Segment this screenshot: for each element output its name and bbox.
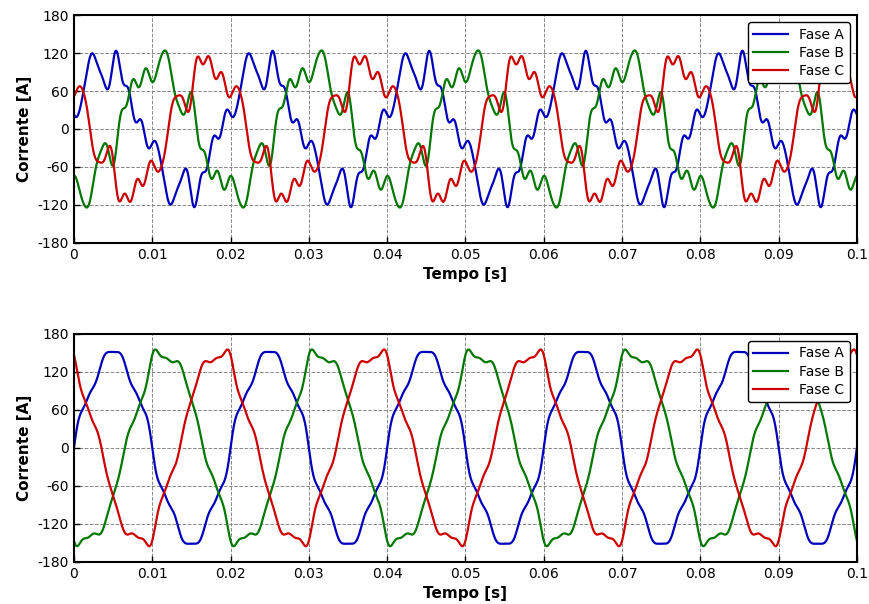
Fase C: [451, 536, 461, 543]
Fase B: [69, 537, 79, 544]
Fase C: [69, 352, 79, 359]
Fase B: [116, 464, 126, 472]
Fase A: [574, 349, 584, 356]
Fase A: [851, 444, 861, 451]
Fase A: [222, 465, 232, 472]
Fase C: [116, 518, 126, 525]
Fase B: [809, 390, 819, 397]
Y-axis label: Corrente [A]: Corrente [A]: [17, 395, 32, 501]
Fase A: [222, 106, 232, 113]
Line: Fase B: Fase B: [74, 350, 856, 546]
Fase B: [851, 537, 861, 544]
Fase B: [238, 204, 249, 211]
Fase C: [143, 542, 154, 550]
Fase A: [69, 111, 79, 118]
Fase B: [116, 110, 126, 117]
Fase C: [72, 85, 83, 92]
Fase B: [222, 522, 232, 529]
Fase B: [160, 47, 170, 54]
Fase A: [451, 125, 461, 132]
Legend: Fase A, Fase B, Fase C: Fase A, Fase B, Fase C: [747, 22, 849, 83]
Fase A: [809, 177, 819, 184]
X-axis label: Tempo [s]: Tempo [s]: [423, 586, 507, 601]
Fase B: [69, 172, 79, 179]
Fase B: [72, 542, 83, 550]
Fase B: [776, 346, 786, 353]
Fase B: [72, 179, 83, 186]
Fase C: [809, 107, 819, 114]
Fase A: [346, 540, 356, 547]
Line: Fase C: Fase C: [74, 56, 856, 202]
X-axis label: Tempo [s]: Tempo [s]: [423, 268, 507, 282]
Line: Fase B: Fase B: [74, 50, 856, 208]
Line: Fase A: Fase A: [74, 352, 856, 544]
Fase C: [116, 197, 126, 204]
Fase C: [222, 91, 232, 98]
Fase C: [222, 346, 233, 353]
Fase C: [69, 93, 79, 100]
Y-axis label: Corrente [A]: Corrente [A]: [17, 76, 32, 182]
Line: Fase A: Fase A: [74, 51, 856, 207]
Fase A: [116, 350, 126, 358]
Fase B: [451, 69, 461, 76]
Line: Fase C: Fase C: [74, 350, 856, 546]
Fase A: [101, 85, 111, 92]
Fase B: [451, 391, 461, 398]
Fase C: [72, 369, 83, 376]
Fase B: [101, 141, 111, 148]
Fase A: [69, 444, 79, 451]
Fase A: [72, 112, 83, 120]
Fase B: [851, 172, 861, 179]
Fase A: [809, 540, 819, 547]
Fase A: [451, 406, 461, 413]
Fase B: [697, 542, 707, 550]
Fase B: [222, 179, 233, 187]
Fase C: [451, 182, 461, 189]
Fase B: [101, 515, 111, 522]
Fase A: [116, 69, 126, 76]
Fase B: [809, 92, 819, 99]
Fase C: [750, 198, 760, 205]
Fase A: [851, 111, 861, 118]
Fase A: [72, 421, 83, 428]
Fase C: [222, 346, 233, 353]
Fase C: [809, 403, 819, 410]
Fase C: [828, 53, 839, 60]
Fase C: [851, 93, 861, 100]
Fase C: [101, 150, 111, 158]
Fase C: [101, 469, 111, 476]
Legend: Fase A, Fase B, Fase C: Fase A, Fase B, Fase C: [747, 341, 849, 402]
Fase A: [580, 47, 590, 54]
Fase A: [501, 204, 512, 211]
Fase A: [101, 349, 111, 356]
Fase C: [851, 352, 861, 359]
